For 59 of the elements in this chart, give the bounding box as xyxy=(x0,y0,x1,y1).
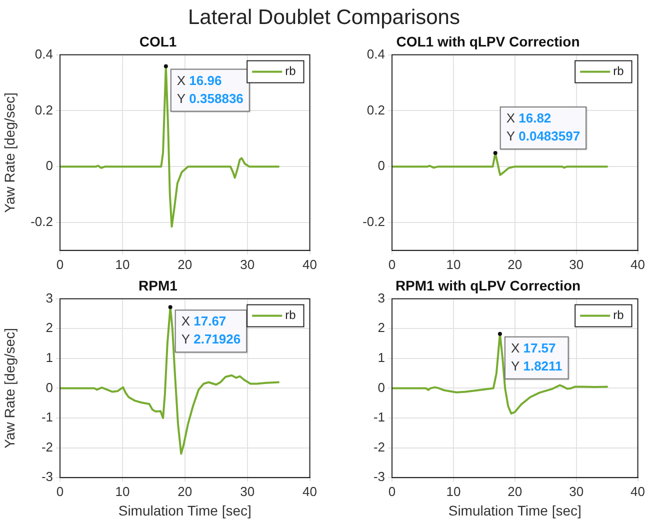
annotation: X 17.57 Y 1.8211 xyxy=(510,340,562,374)
y-tick-label: 0.2 xyxy=(366,102,385,118)
y-tick-label: 2 xyxy=(378,320,385,336)
x-tick-label: 0 xyxy=(56,484,64,499)
annotation: X 17.67 Y 2.71926 xyxy=(181,314,241,347)
x-tick-label: 30 xyxy=(240,484,255,499)
x-tick-label: 10 xyxy=(115,256,130,272)
y-tick-label: -2 xyxy=(373,439,385,454)
y-tick-label: 1 xyxy=(378,350,385,365)
chart-title: RPM1 with qLPV Correction xyxy=(395,277,581,294)
y-tick-label: -0.2 xyxy=(362,214,385,230)
x-tick-label: 20 xyxy=(178,256,192,272)
x-tick-label: 40 xyxy=(630,484,646,499)
y-tick-label: 0 xyxy=(46,158,53,174)
y-tick-label: 2 xyxy=(46,320,53,336)
y-tick-label: -3 xyxy=(373,469,385,484)
legend-label: rb xyxy=(285,64,296,78)
x-tick-label: 40 xyxy=(630,256,646,272)
y-tick-label: 3 xyxy=(378,290,385,306)
annotation: X 16.82 Y 0.0483597 xyxy=(506,110,580,144)
y-tick-label: -2 xyxy=(41,439,53,454)
x-tick-label: 30 xyxy=(569,256,584,272)
x-axis-title: Simulation Time [sec] xyxy=(448,502,582,518)
legend-label: rb xyxy=(613,308,624,322)
x-tick-label: 40 xyxy=(302,484,318,499)
x-tick-label: 20 xyxy=(508,256,522,272)
chart-title: RPM1 xyxy=(138,277,178,294)
x-tick-label: 10 xyxy=(446,484,461,499)
legend-label: rb xyxy=(613,64,624,78)
y-tick-label: 0.2 xyxy=(34,102,53,118)
y-axis-title: Yaw Rate [deg/sec] xyxy=(1,92,18,213)
y-tick-label: 1 xyxy=(46,350,53,365)
y-tick-label: -3 xyxy=(41,469,53,484)
y-tick-label: 0.4 xyxy=(366,46,385,62)
chart-title: COL1 xyxy=(139,33,177,50)
y-axis-title: Yaw Rate [deg/sec] xyxy=(1,328,18,448)
x-tick-label: 30 xyxy=(569,484,584,499)
y-tick-label: 0.4 xyxy=(34,46,53,62)
y-tick-label: 0 xyxy=(378,158,385,174)
x-tick-label: 40 xyxy=(302,256,318,272)
y-tick-label: -0.2 xyxy=(30,214,53,230)
x-tick-label: 10 xyxy=(115,484,130,499)
x-tick-label: 0 xyxy=(388,484,396,499)
x-axis-title: Simulation Time [sec] xyxy=(118,502,252,518)
legend-label: rb xyxy=(285,308,296,322)
text: Lateral Doublet Comparisons xyxy=(187,6,461,30)
x-tick-label: 0 xyxy=(56,256,64,272)
annotation: X 16.96 Y 0.358836 xyxy=(176,72,244,106)
chart-title: COL1 with qLPV Correction xyxy=(396,33,580,50)
x-tick-label: 20 xyxy=(178,484,192,499)
y-tick-label: 0 xyxy=(46,380,53,395)
y-tick-label: 0 xyxy=(378,380,385,395)
y-tick-label: -1 xyxy=(373,410,385,425)
y-tick-label: 3 xyxy=(46,290,53,306)
x-tick-label: 30 xyxy=(240,256,255,272)
x-tick-label: 0 xyxy=(388,256,396,272)
y-tick-label: -1 xyxy=(41,410,53,425)
x-tick-label: 20 xyxy=(508,484,522,499)
x-tick-label: 10 xyxy=(446,256,461,272)
